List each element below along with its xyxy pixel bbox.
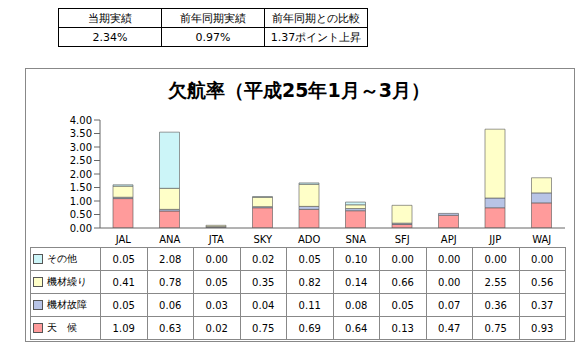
html-text:0.47: 0.47: [438, 322, 461, 334]
html-text:0.04: 0.04: [252, 299, 275, 311]
html-text:0.75: 0.75: [484, 322, 507, 334]
svg-text:JJP: JJP: [488, 234, 501, 245]
html-text:0.05: 0.05: [112, 299, 135, 311]
html-text:2.08: 2.08: [159, 253, 182, 265]
html-text:0.02: 0.02: [252, 253, 275, 265]
html-text:0.02: 0.02: [205, 322, 228, 334]
html-text:0.00: 0.00: [438, 276, 461, 288]
html-text:0.03: 0.03: [205, 299, 228, 311]
html-text:0.69: 0.69: [298, 322, 321, 334]
html-text:0.00: 0.00: [205, 253, 228, 265]
html-text:0.07: 0.07: [438, 299, 461, 311]
html-text:0.00: 0.00: [531, 253, 554, 265]
html-text:0.05: 0.05: [391, 299, 414, 311]
html-text:0.11: 0.11: [298, 299, 321, 311]
svg-text:SKY: SKY: [253, 234, 273, 245]
html-text:0.97%: 0.97%: [195, 30, 231, 44]
svg-text:1.50: 1.50: [70, 182, 92, 193]
html-text:欠航率（平成25年1月～3月）: 欠航率（平成25年1月～3月）: [168, 79, 430, 101]
html-text:その他: その他: [47, 253, 77, 264]
svg-text:ADO: ADO: [298, 234, 321, 245]
html-text:前年同期実績: 前年同期実績: [180, 11, 246, 25]
html-text:0.41: 0.41: [112, 276, 135, 288]
svg-text:4.00: 4.00: [70, 115, 92, 126]
html-text:0.05: 0.05: [298, 253, 321, 265]
html-text:0.00: 0.00: [391, 253, 414, 265]
svg-text:3.50: 3.50: [70, 128, 92, 139]
html-text:0.05: 0.05: [112, 253, 135, 265]
html-text:0.13: 0.13: [391, 322, 414, 334]
html-text:前年同期との比較: 前年同期との比較: [272, 11, 360, 25]
html-text:0.35: 0.35: [252, 276, 275, 288]
svg-text:2.00: 2.00: [70, 169, 92, 180]
html-text:当期実績: 当期実績: [88, 11, 132, 25]
html-text:0.37: 0.37: [531, 299, 554, 311]
svg-text:SFJ: SFJ: [395, 234, 410, 245]
html-text:0.78: 0.78: [159, 276, 182, 288]
html-text:0.66: 0.66: [391, 276, 414, 288]
html-text:0.93: 0.93: [531, 322, 554, 334]
html-text:天 候: 天 候: [47, 322, 77, 333]
html-text:0.63: 0.63: [159, 322, 182, 334]
html-text:0.75: 0.75: [252, 322, 275, 334]
svg-text:2.50: 2.50: [70, 155, 92, 166]
html-text:1.37ポイント上昇: 1.37ポイント上昇: [270, 30, 362, 44]
svg-text:SNA: SNA: [345, 234, 366, 245]
html-text:0.08: 0.08: [345, 299, 368, 311]
svg-text:3.00: 3.00: [70, 142, 92, 153]
svg-text:1.00: 1.00: [70, 196, 92, 207]
html-text:0.64: 0.64: [345, 322, 368, 334]
html-text:0.00: 0.00: [484, 253, 507, 265]
html-text:2.55: 2.55: [484, 276, 507, 288]
html-text:0.05: 0.05: [205, 276, 228, 288]
html-text:0.82: 0.82: [298, 276, 321, 288]
svg-text:APJ: APJ: [441, 234, 457, 245]
svg-text:JAL: JAL: [115, 234, 132, 245]
html-text:0.36: 0.36: [484, 299, 507, 311]
svg-text:0.50: 0.50: [70, 209, 92, 220]
svg-text:0.00: 0.00: [70, 223, 92, 234]
svg-text:WAJ: WAJ: [532, 234, 551, 245]
html-text:0.56: 0.56: [531, 276, 554, 288]
html-text:0.06: 0.06: [159, 299, 182, 311]
html-text:0.00: 0.00: [438, 253, 461, 265]
html-text:0.10: 0.10: [345, 253, 368, 265]
svg-text:JTA: JTA: [208, 234, 224, 245]
svg-text:ANA: ANA: [159, 234, 180, 245]
html-text:機材繰り: 機材繰り: [47, 276, 87, 287]
html-text:1.09: 1.09: [112, 322, 135, 334]
html-text:0.14: 0.14: [345, 276, 368, 288]
html-text:機材故障: 機材故障: [47, 299, 87, 310]
html-text:2.34%: 2.34%: [92, 30, 128, 44]
